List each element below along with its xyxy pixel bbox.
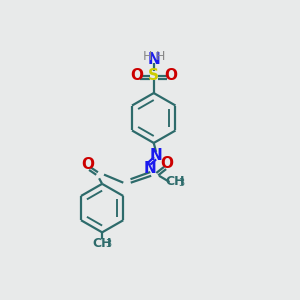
Text: CH: CH [165,176,184,188]
Text: 3: 3 [178,178,184,188]
Text: CH: CH [92,237,112,250]
Text: N: N [144,161,157,176]
Text: O: O [160,155,173,170]
Text: H: H [156,50,165,63]
Text: N: N [147,52,160,67]
Text: N: N [150,148,163,163]
Text: O: O [165,68,178,83]
Text: S: S [148,68,159,83]
Text: H: H [142,50,152,63]
Text: O: O [130,68,143,83]
Text: O: O [81,157,94,172]
Text: 3: 3 [106,239,112,249]
